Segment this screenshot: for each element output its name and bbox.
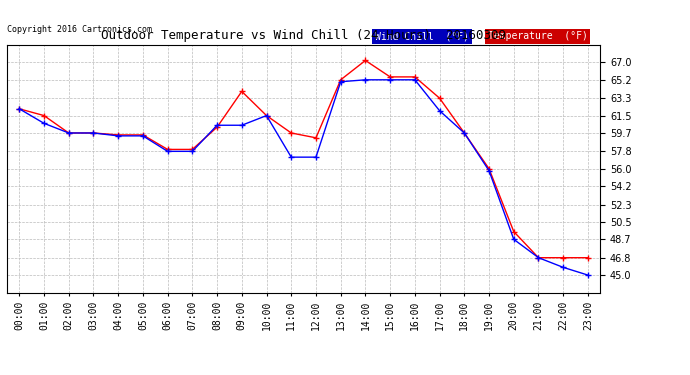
Text: Wind Chill  (°F): Wind Chill (°F) [375,32,469,41]
Text: Copyright 2016 Cartronics.com: Copyright 2016 Cartronics.com [7,25,152,34]
Text: Temperature  (°F): Temperature (°F) [488,32,587,41]
Title: Outdoor Temperature vs Wind Chill (24 Hours)  20160309: Outdoor Temperature vs Wind Chill (24 Ho… [101,30,506,42]
